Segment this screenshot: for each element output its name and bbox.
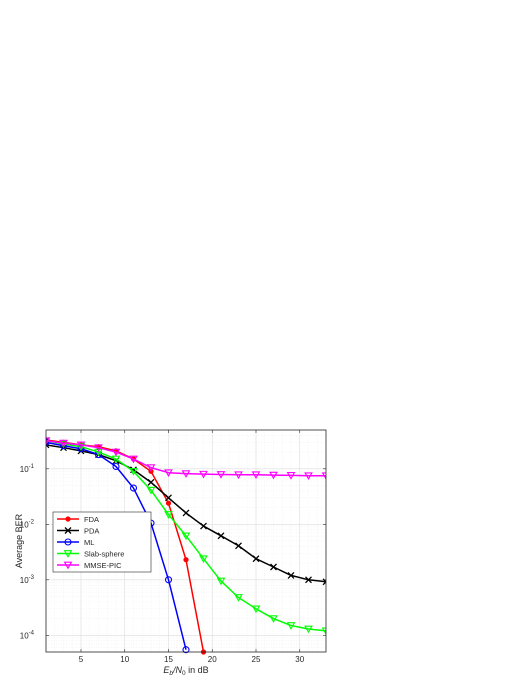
data-point [59,439,68,448]
data-point [305,576,312,584]
y-axis: 10-1 10-2 10-3 10-4 [20,464,326,640]
x-tick-label: 5 [79,655,84,664]
plot-frame [45,429,327,653]
data-point [164,469,173,478]
legend-label: MMSE-PIC [84,561,122,570]
x-axis-label: Eb/N0 in dB [163,665,208,677]
data-point [181,532,191,541]
data-point [183,557,189,563]
y-tick-label: 10-4 [20,630,35,640]
data-point [270,563,277,571]
data-point [77,445,85,453]
legend-marker [63,550,73,558]
data-point [199,470,208,479]
legend-entry: Slab-sphere [57,549,124,558]
data-point [216,471,226,479]
series-line [46,440,326,477]
data-point [321,472,326,481]
data-point [46,437,51,446]
data-point [129,467,138,476]
data-point [76,443,86,452]
data-point [182,646,190,654]
x-tick-label: 10 [120,655,129,664]
legend-label: ML [84,538,94,547]
data-point [304,625,313,634]
data-point [287,571,295,579]
data-point [217,532,225,540]
x-tick-label: 30 [295,655,304,664]
data-point [269,471,278,480]
data-point [46,438,50,446]
x-tick-label: 20 [208,655,217,664]
data-point [164,511,173,519]
data-point [216,577,226,586]
legend-label: PDA [84,526,99,535]
data-point [182,509,190,517]
series-layer [46,437,326,655]
data-point [251,471,261,480]
legend-marker [64,538,72,546]
legend-entry: PDA [57,526,99,535]
data-point [146,486,156,495]
y-axis-label: Average BER [14,513,24,568]
data-point [165,494,172,502]
data-point [146,464,156,472]
legend-entry: ML [57,538,94,547]
x-axis: 5 10 15 20 25 30 [79,430,305,664]
y-tick-label: 10-2 [20,519,35,529]
series-line [46,440,326,632]
legend: FDA PDA ML Slab-sphere MMSE-PIC [52,511,152,573]
legend-marker [63,561,73,570]
y-tick-label: 10-3 [20,575,35,585]
data-point [321,627,326,636]
data-point [164,576,173,584]
data-point [129,484,138,492]
data-point [235,542,242,550]
data-point [234,471,243,480]
legend-marker [65,516,71,522]
y-tick-label: 10-1 [20,464,35,474]
data-point [269,615,278,623]
data-point [147,478,155,486]
x-tick-label: 25 [252,655,261,664]
data-point [111,448,121,457]
series-mmse-pic [46,437,326,481]
legend-marker [64,527,72,534]
data-point [181,470,191,478]
data-point [94,448,103,457]
data-point [200,522,207,530]
data-point [112,462,120,471]
series-ml [46,438,190,654]
data-point [94,444,103,453]
legend-entry: MMSE-PIC [57,561,122,570]
data-point [304,472,313,481]
data-point [165,500,172,506]
data-point [76,441,86,450]
data-point [129,455,138,464]
data-point [252,555,260,563]
legend-label: FDA [84,515,99,524]
legend-label: Slab-sphere [84,549,124,558]
data-point [234,594,243,602]
data-point [286,622,296,630]
legend-entry: FDA [57,515,99,524]
data-point [286,472,296,480]
x-tick-label: 15 [164,655,173,664]
data-point [251,605,261,614]
series-line [46,441,187,650]
data-point [199,555,208,564]
